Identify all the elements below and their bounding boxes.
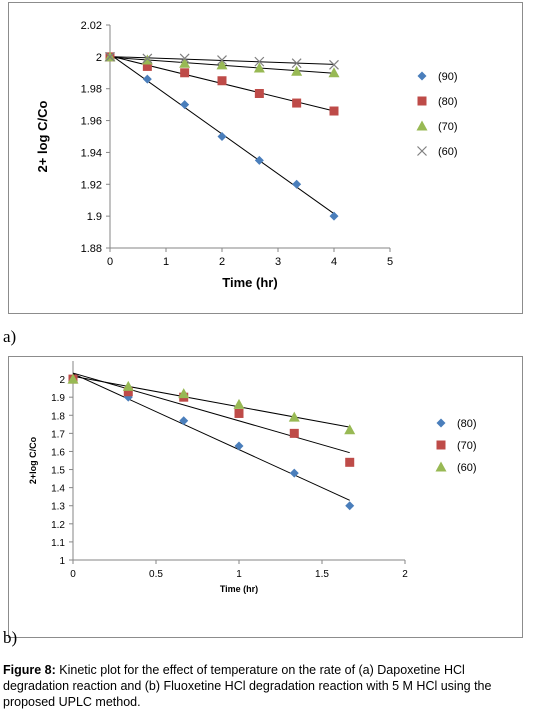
chart-a-legend-marker <box>417 96 427 106</box>
chart-a-x-tick-label: 2 <box>219 256 225 268</box>
chart-b-y-tick-label: 1.6 <box>51 447 65 458</box>
chart-b-data-point <box>289 468 299 478</box>
chart-a-data-point <box>105 51 115 62</box>
chart-b-y-axis-title: 2+log C/Co <box>28 436 38 484</box>
chart-a-y-tick-label: 1.92 <box>81 179 102 191</box>
chart-b-data-point <box>123 387 133 397</box>
chart-a-data-point <box>329 106 339 116</box>
chart-a-legend-label: (90) <box>438 71 458 83</box>
chart-a-x-tick-label: 4 <box>331 256 337 268</box>
chart-b-legend-marker <box>436 418 446 428</box>
chart-b-x-tick-label: 0 <box>70 569 76 580</box>
chart-b-data-point <box>234 441 244 451</box>
chart-b-y-tick-label: 1.1 <box>51 538 65 549</box>
chart-a-data-point <box>291 58 302 69</box>
chart-b-trendline <box>72 372 350 454</box>
chart-a-data-point <box>254 88 264 98</box>
chart-b-y-tick-label: 1.4 <box>51 484 65 495</box>
chart-b-y-tick-label: 1.7 <box>51 429 65 440</box>
chart-a-x-tick-label: 1 <box>163 256 169 268</box>
caption-text: Kinetic plot for the effect of temperatu… <box>3 663 492 709</box>
chart-b-y-tick-label: 1.3 <box>51 502 65 513</box>
chart-a-y-tick-label: 1.98 <box>81 84 102 96</box>
chart-b-y-tick-label: 1.5 <box>51 466 65 477</box>
chart-a-data-point <box>329 211 339 221</box>
chart-a-x-tick-label: 3 <box>275 256 281 268</box>
chart-b-frame: 1 1.1 1.2 1.3 1.4 1.5 1.6 1.7 1.8 1.9 2 0 0.5 1 1.5 2 Ti… <box>8 356 523 638</box>
chart-a-data-point <box>142 53 153 64</box>
chart-b-y-tick-label: 1.2 <box>51 520 65 531</box>
chart-b-x-axis-title: Time (hr) <box>220 584 258 594</box>
chart-b-legend-label: (60) <box>457 462 477 474</box>
chart-a-data-point <box>179 57 191 68</box>
chart-a-legend-marker <box>417 146 427 156</box>
chart-b-data-point <box>288 411 300 422</box>
chart-b-x-tick-label: 1 <box>236 569 242 580</box>
chart-b-x-tick-label: 2 <box>402 569 408 580</box>
chart-b-data-point <box>122 380 134 391</box>
chart-b-x-tick-label: 1.5 <box>315 569 329 580</box>
chart-a-data-point <box>292 98 302 108</box>
chart-b: 1 1.1 1.2 1.3 1.4 1.5 1.6 1.7 1.8 1.9 2 0 0.5 1 1.5 2 Ti… <box>28 361 477 594</box>
chart-a-data-point <box>180 68 190 78</box>
chart-b-data-point <box>233 398 245 409</box>
chart-a-y-tick-label: 1.94 <box>81 147 102 159</box>
panel-b-label: b) <box>3 628 18 647</box>
chart-a-y-tick-label: 1.96 <box>81 116 102 128</box>
chart-a-data-point <box>254 155 264 165</box>
chart-b-y-tick-label: 1.8 <box>51 411 65 422</box>
chart-a-data-point <box>254 56 265 67</box>
chart-a-legend-label: (70) <box>438 121 458 133</box>
chart-a-y-tick-label: 2.02 <box>81 20 102 32</box>
chart-a-legend-label: (60) <box>438 146 458 158</box>
chart-a-data-point <box>253 62 265 73</box>
chart-b-x-tick-label: 0.5 <box>149 569 163 580</box>
caption-label: Figure 8: <box>3 663 56 677</box>
chart-a-data-point <box>179 53 190 64</box>
chart-a-data-point <box>216 59 228 70</box>
chart-b-data-point <box>345 501 355 511</box>
chart-a-data-point <box>328 67 340 78</box>
chart-a-data-point <box>329 59 339 70</box>
chart-b-data-point <box>289 428 299 438</box>
chart-a-y-tick-label: 1.88 <box>81 243 102 255</box>
chart-b-legend-marker <box>435 461 447 472</box>
chart-a-data-point <box>142 74 152 84</box>
chart-a: 1.88 1.9 1.92 1.94 1.96 1.98 2 2.02 0 1 2 3 4 5 Time (… <box>35 20 458 290</box>
chart-b-trendline <box>72 375 350 428</box>
chart-b-data-point <box>67 373 79 384</box>
chart-a-x-tick-label: 5 <box>387 256 393 268</box>
chart-a-data-point <box>217 132 227 141</box>
chart-a-x-axis-title: Time (hr) <box>222 275 277 290</box>
chart-a-data-point <box>292 179 302 189</box>
chart-b-data-point <box>344 424 356 435</box>
figure-caption: Figure 8: Kinetic plot for the effect of… <box>3 662 529 710</box>
chart-b-data-point <box>178 388 190 399</box>
chart-a-y-tick-label: 2 <box>96 52 102 64</box>
chart-b-data-point <box>179 416 189 426</box>
chart-b-trendline <box>72 373 350 501</box>
chart-a-data-point <box>217 55 227 65</box>
chart-a-data-point <box>142 61 152 71</box>
chart-b-y-tick-label: 1.9 <box>51 393 65 404</box>
chart-a-y-tick-label: 1.9 <box>87 211 102 223</box>
chart-b-y-tick-label: 2 <box>59 375 65 386</box>
chart-a-legend-marker <box>417 71 427 81</box>
chart-a-legend-label: (80) <box>438 96 458 108</box>
chart-a-x-tick-label: 0 <box>107 256 113 268</box>
chart-b-legend-label: (70) <box>457 440 477 452</box>
chart-a-data-point <box>217 76 227 86</box>
chart-b-legend-label: (80) <box>457 418 477 430</box>
panel-a-label: a) <box>3 327 17 346</box>
chart-a-data-point <box>291 65 303 76</box>
chart-a-data-point <box>180 100 190 110</box>
chart-b-data-point <box>234 408 244 418</box>
chart-a-legend-marker <box>416 120 428 131</box>
chart-b-y-tick-label: 1 <box>59 556 65 567</box>
chart-b-data-point <box>345 457 355 467</box>
chart-a-y-axis-title: 2+ log C/Co <box>35 101 50 173</box>
chart-a-frame: 1.88 1.9 1.92 1.94 1.96 1.98 2 2.02 0 1 2 3 4 5 Time (… <box>8 2 523 314</box>
chart-b-legend-marker <box>436 440 446 450</box>
